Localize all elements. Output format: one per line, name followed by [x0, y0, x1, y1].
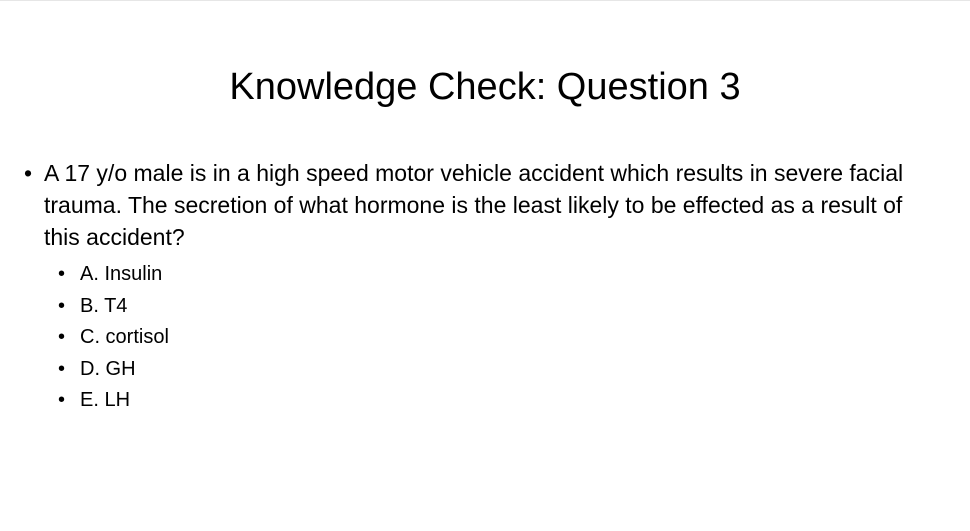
- bullet-icon: •: [58, 294, 66, 317]
- answer-option-label: A. Insulin: [80, 263, 163, 285]
- answer-option-e: • E. LH: [58, 385, 937, 417]
- answer-option-label: C. cortisol: [80, 326, 169, 348]
- answer-option-d: • D. GH: [58, 354, 937, 386]
- bullet-icon: •: [58, 263, 66, 285]
- slide-content: • A 17 y/o male is in a high speed motor…: [22, 157, 937, 417]
- answer-option-b: • B. T4: [58, 291, 937, 323]
- answer-option-label: B. T4: [80, 294, 128, 317]
- question-text: A 17 y/o male is in a high speed motor v…: [44, 160, 904, 250]
- bullet-icon: •: [58, 357, 66, 380]
- bullet-icon: •: [58, 326, 66, 348]
- answer-option-c: • C. cortisol: [58, 322, 937, 354]
- bullet-icon: •: [24, 160, 33, 186]
- answer-option-label: E. LH: [80, 389, 131, 411]
- slide-title: Knowledge Check: Question 3: [229, 66, 741, 108]
- bullet-icon: •: [58, 389, 66, 411]
- answer-option-a: • A. Insulin: [58, 259, 937, 291]
- question-bullet: • A 17 y/o male is in a high speed motor…: [22, 157, 937, 253]
- answer-options-list: • A. Insulin • B. T4 • C. cortisol • D. …: [22, 259, 937, 417]
- answer-option-label: D. GH: [80, 357, 136, 380]
